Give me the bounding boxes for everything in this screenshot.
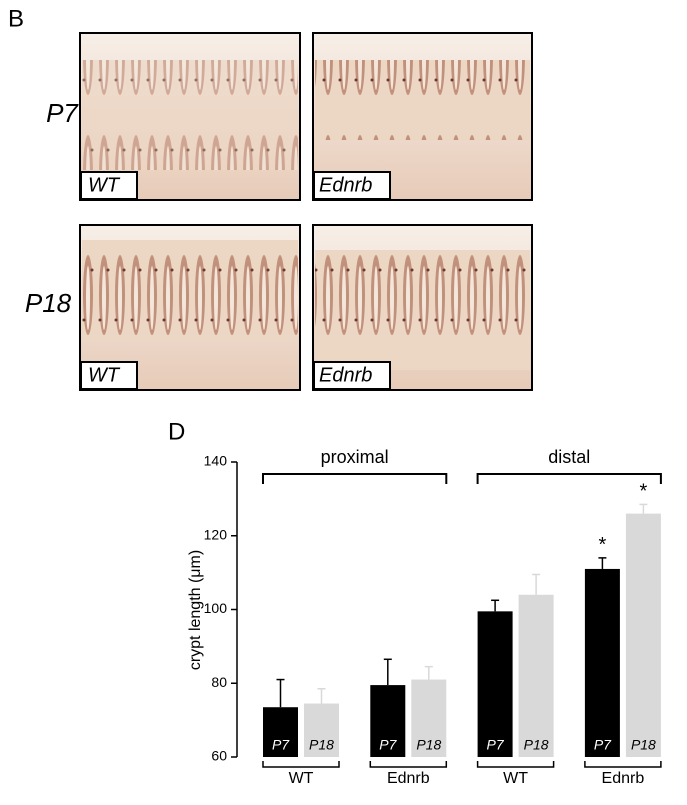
error-bar <box>276 678 285 708</box>
error-bar <box>639 503 648 514</box>
y-tick-label: 120 <box>204 526 228 542</box>
bar <box>518 594 554 757</box>
label-box <box>313 171 391 200</box>
micrograph-texture <box>315 250 530 370</box>
category-bracket <box>476 761 555 768</box>
x-tick-label: Ednrb <box>387 770 430 787</box>
row-label: P7 <box>46 98 79 128</box>
bar-series-label: P18 <box>309 737 334 753</box>
micrograph-texture <box>315 60 530 140</box>
panel-label: B <box>8 5 24 32</box>
y-tick-label: 80 <box>211 674 227 690</box>
row-label: P18 <box>25 288 72 318</box>
bar-series-label: P7 <box>594 737 612 753</box>
image-label: WT <box>88 364 121 386</box>
group-bracket <box>476 473 662 484</box>
error-bar <box>383 658 392 686</box>
label-box <box>80 171 138 200</box>
micrograph-texture <box>82 60 298 170</box>
image-labels: WT Ednrb WT Ednrb <box>80 171 391 390</box>
image-label: Ednrb <box>319 174 372 196</box>
y-tick-label: 140 <box>204 453 228 469</box>
bar <box>370 685 406 757</box>
y-tick-label: 60 <box>211 748 227 764</box>
bar-series-label: P18 <box>416 737 441 753</box>
micrograph-texture <box>82 240 298 340</box>
micrographs <box>79 32 533 391</box>
bar-series-label: P18 <box>524 737 549 753</box>
image-label: WT <box>88 174 121 196</box>
error-bar <box>424 665 433 680</box>
x-tick-label: WT <box>503 770 528 787</box>
category-bracket <box>369 761 448 768</box>
bar <box>477 611 513 757</box>
bar <box>584 568 620 757</box>
group-label: distal <box>548 447 590 467</box>
category-bracket <box>584 761 662 768</box>
bar-series-label: P7 <box>487 737 505 753</box>
bar-series-label: P7 <box>379 737 397 753</box>
bar-series-label: P7 <box>272 737 290 753</box>
y-tick-label: 100 <box>204 600 228 616</box>
bar <box>625 513 661 757</box>
x-tick-label: Ednrb <box>602 770 645 787</box>
image-label: Ednrb <box>319 364 372 386</box>
significance-marker: * <box>640 481 648 503</box>
group-bracket <box>262 473 448 484</box>
x-tick-label: WT <box>289 770 314 787</box>
bar <box>304 703 339 757</box>
label-box <box>80 361 138 390</box>
y-axis-label: crypt length (μm) <box>187 550 204 670</box>
error-bar <box>598 557 607 569</box>
significance-marker: * <box>599 534 607 556</box>
panel-label: D <box>168 418 185 445</box>
category-bracket <box>262 761 340 768</box>
group-label: proximal <box>321 447 389 467</box>
label-box <box>313 361 391 390</box>
error-bar <box>532 573 541 595</box>
bar <box>263 707 298 757</box>
error-bar <box>317 688 326 704</box>
error-bar <box>491 599 500 612</box>
bar-series-label: P18 <box>631 737 656 753</box>
bar <box>411 679 447 757</box>
